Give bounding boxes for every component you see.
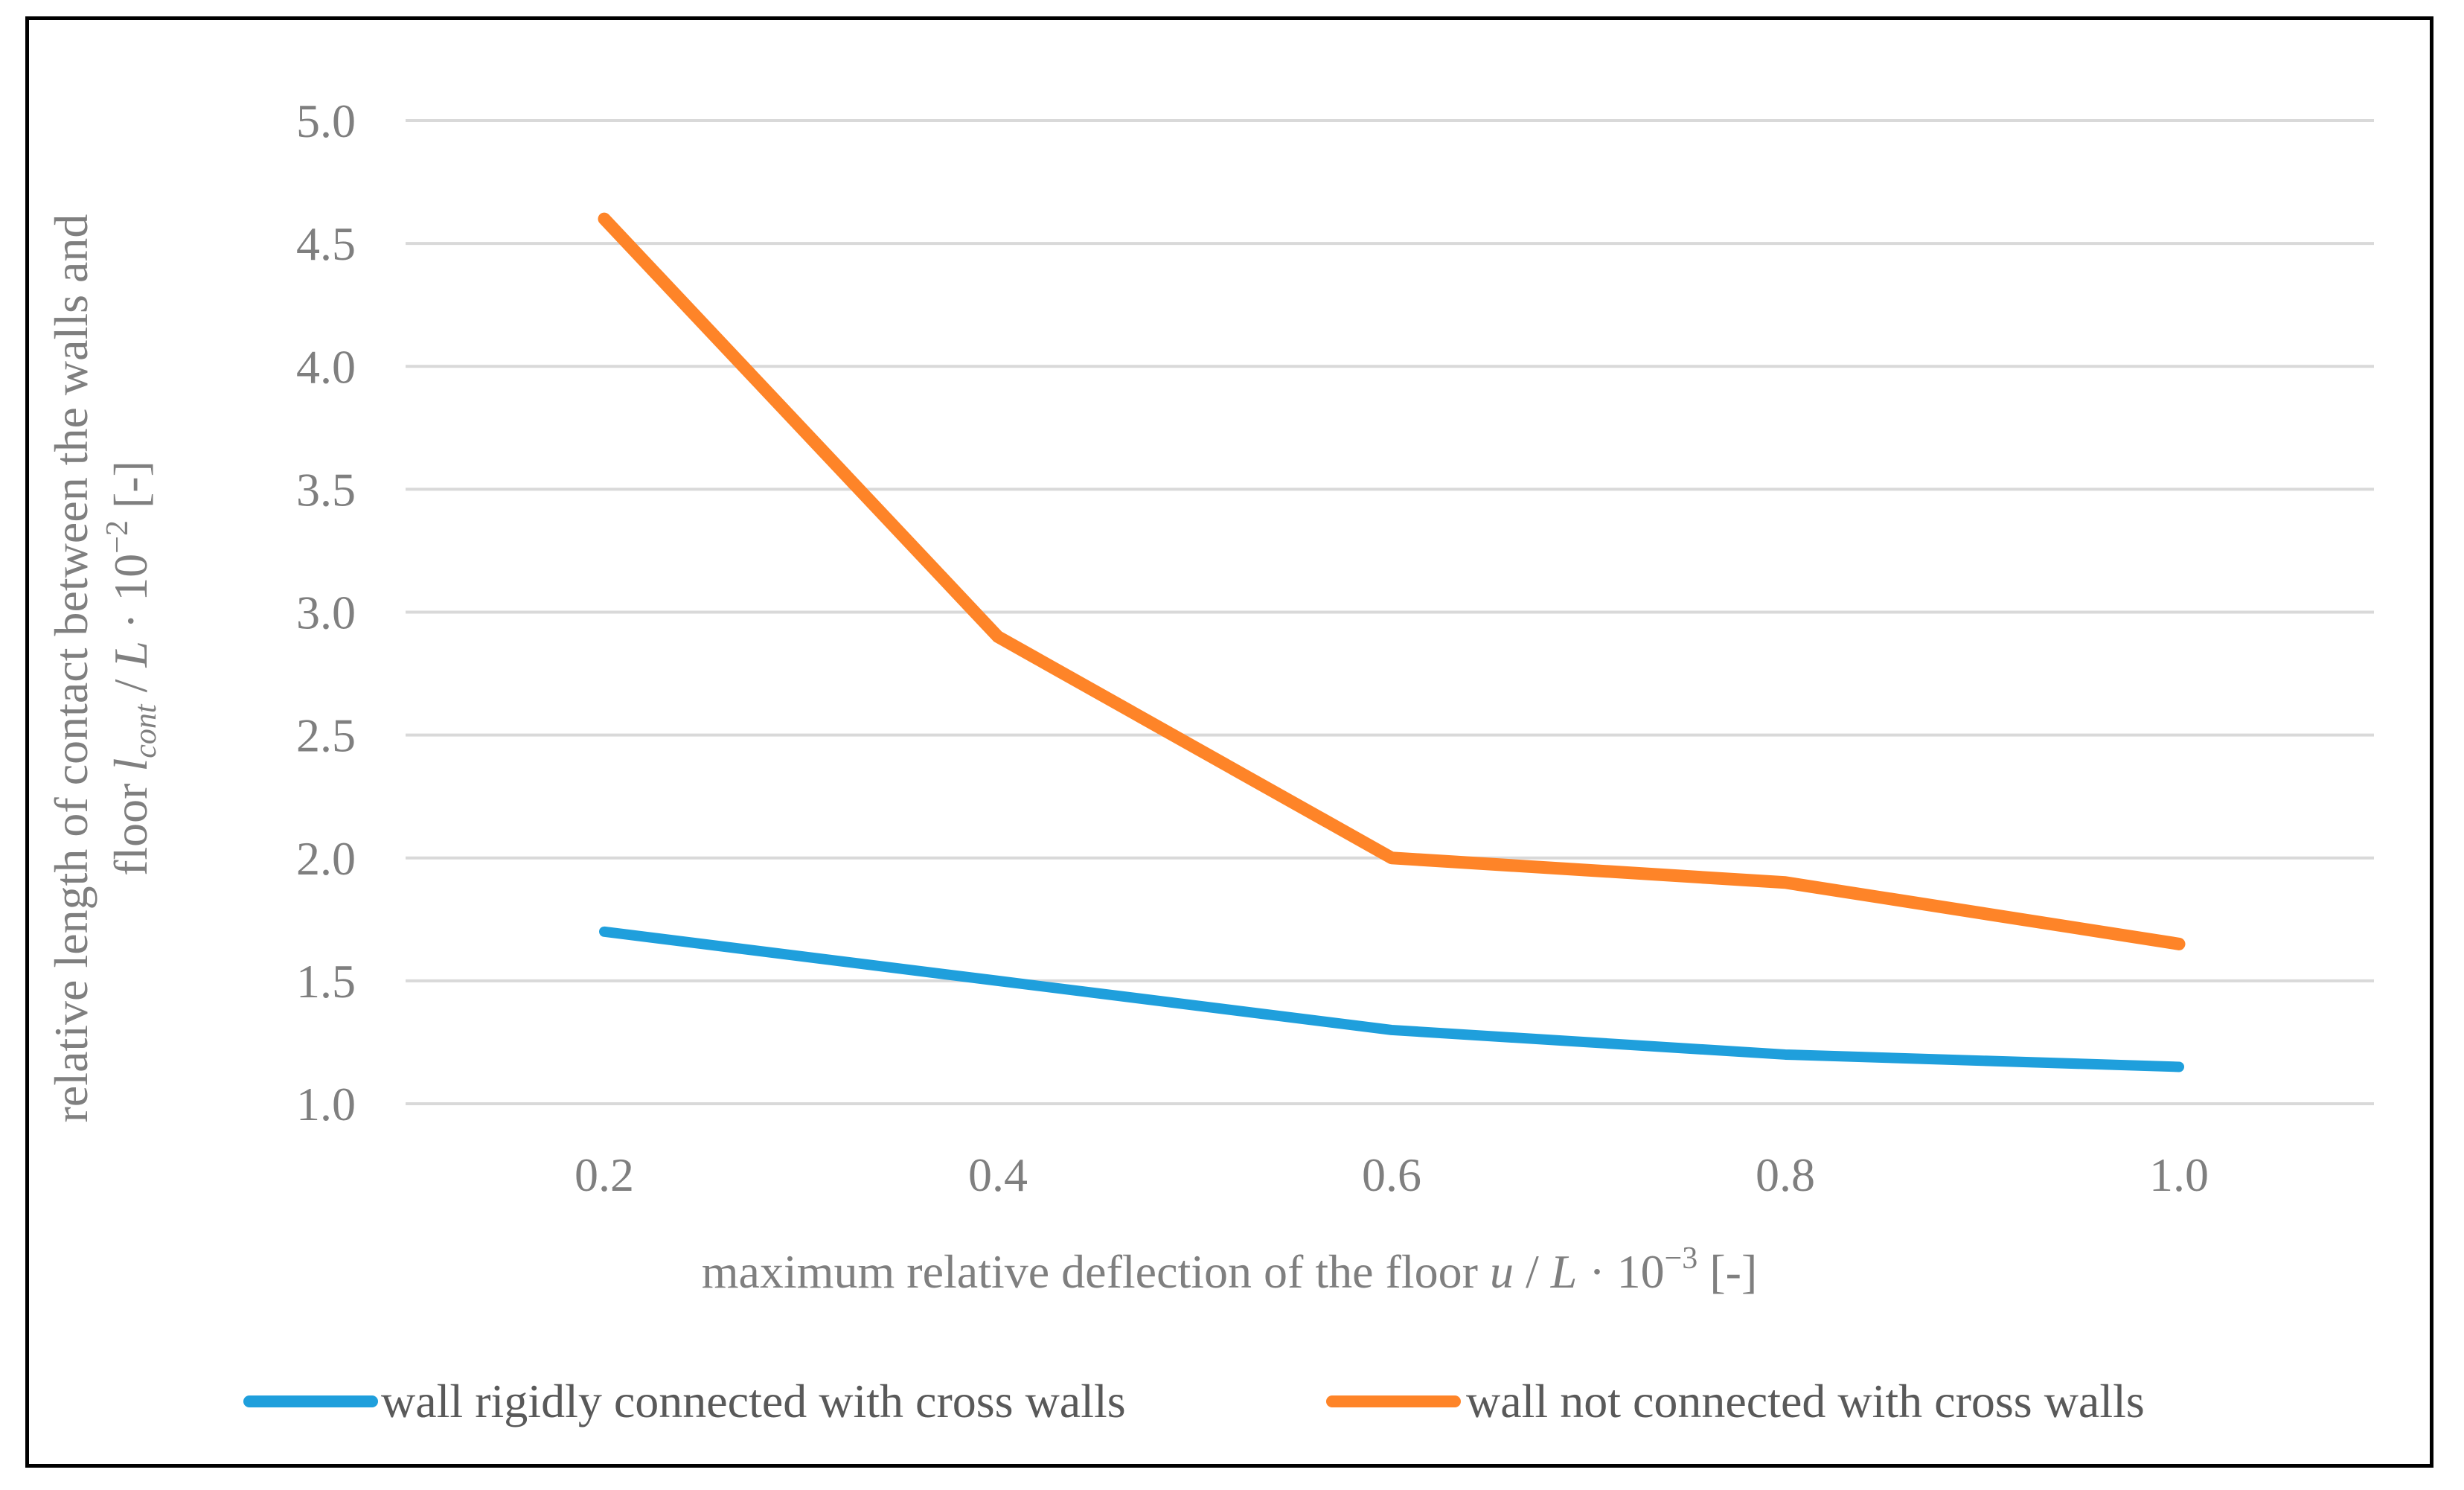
x-tick-label: 1.0: [2149, 1148, 2209, 1201]
x-tick-label: 0.4: [968, 1148, 1028, 1201]
y-axis-title-line1: relative length of contact between the w…: [45, 214, 97, 1123]
series-line-not-connected: [598, 212, 2186, 950]
y-tick-label: 5.0: [296, 95, 356, 147]
legend-label-rigid: wall rigidly connected with cross walls: [381, 1375, 1126, 1427]
y-axis-title-line2: floor lcont / L · 10−2 [-]: [100, 461, 163, 876]
y-tick-label: 2.0: [296, 832, 356, 885]
y-tick-labels: 1.0 1.5 2.0 2.5 3.0 3.5 4.0 4.5 5.0: [296, 95, 356, 1131]
y-tick-label: 1.5: [296, 955, 356, 1008]
chart-frame: [25, 16, 2433, 1468]
x-tick-label: 0.8: [1756, 1148, 1815, 1201]
y-tick-label: 4.5: [296, 217, 356, 270]
x-tick-label: 0.2: [575, 1148, 634, 1201]
x-axis-title: maximum relative deflection of the floor…: [702, 1241, 1758, 1298]
y-tick-label: 1.0: [296, 1078, 356, 1131]
grid-lines: [406, 119, 2374, 1105]
y-tick-label: 3.0: [296, 586, 356, 639]
y-tick-label: 4.0: [296, 340, 356, 393]
series-lines: [598, 212, 2186, 1072]
series-line-rigid: [599, 926, 2184, 1072]
x-tick-label: 0.6: [1362, 1148, 1421, 1201]
y-tick-label: 2.5: [296, 709, 356, 762]
y-tick-label: 3.5: [296, 463, 356, 516]
legend: wall rigidly connected with cross walls …: [243, 1375, 2145, 1427]
legend-label-not-connected: wall not connected with cross walls: [1466, 1375, 2145, 1427]
x-tick-labels: 0.2 0.4 0.6 0.8 1.0: [575, 1148, 2209, 1201]
y-axis-title: relative length of contact between the w…: [45, 214, 163, 1123]
